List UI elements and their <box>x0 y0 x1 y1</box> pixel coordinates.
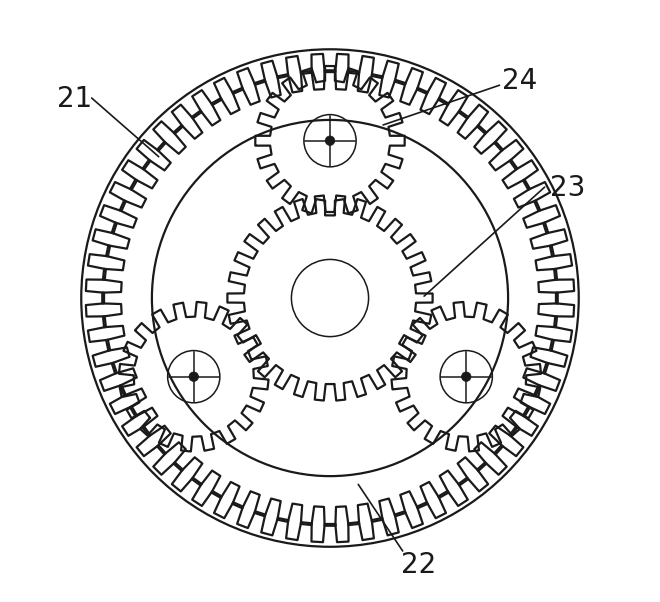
Text: 22: 22 <box>401 551 436 579</box>
Text: 24: 24 <box>502 67 537 95</box>
Circle shape <box>325 136 335 146</box>
Circle shape <box>189 372 199 382</box>
Text: 23: 23 <box>550 174 585 202</box>
Text: 21: 21 <box>57 85 92 113</box>
Circle shape <box>461 372 471 382</box>
